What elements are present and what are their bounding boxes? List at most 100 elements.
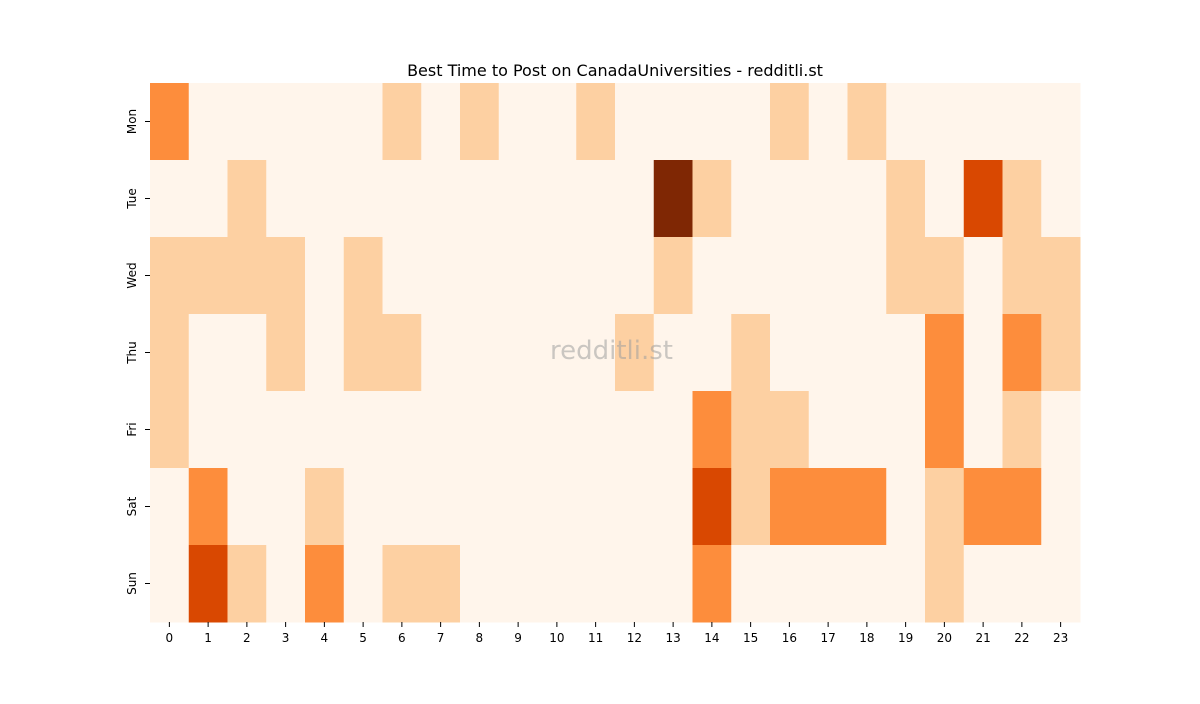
heatmap-cell-wed-21 [963, 237, 1003, 315]
heatmap-cell-thu-23 [1041, 314, 1081, 392]
heatmap-cell-tue-6 [382, 160, 422, 238]
heatmap-cell-sat-19 [886, 468, 926, 546]
heatmap-cell-mon-5 [343, 83, 383, 161]
heatmap-cell-sun-8 [460, 545, 500, 623]
x-tick-label: 23 [1053, 631, 1068, 645]
heatmap-cell-mon-9 [498, 83, 538, 161]
chart-title: Best Time to Post on CanadaUniversities … [407, 61, 823, 80]
heatmap-cell-wed-6 [382, 237, 422, 315]
heatmap-cell-thu-14 [692, 314, 732, 392]
heatmap-cell-tue-11 [576, 160, 616, 238]
heatmap-cell-thu-15 [731, 314, 771, 392]
heatmap-cell-fri-3 [266, 391, 306, 469]
heatmap-cell-sat-5 [343, 468, 383, 546]
y-tick-label: Wed [125, 262, 139, 288]
heatmap-cell-thu-6 [382, 314, 422, 392]
heatmap-cell-wed-12 [615, 237, 655, 315]
heatmap-cell-sat-6 [382, 468, 422, 546]
heatmap-cell-sun-0 [150, 545, 190, 623]
heatmap-cell-wed-20 [925, 237, 965, 315]
heatmap-cell-sun-14 [692, 545, 732, 623]
x-tick-label: 8 [476, 631, 484, 645]
heatmap-cell-sat-1 [188, 468, 228, 546]
heatmap-cell-fri-15 [731, 391, 771, 469]
heatmap-cell-tue-19 [886, 160, 926, 238]
heatmap-cell-tue-7 [421, 160, 461, 238]
heatmap-cell-wed-1 [188, 237, 228, 315]
heatmap-cell-fri-8 [460, 391, 500, 469]
heatmap-cell-tue-15 [731, 160, 771, 238]
y-tick-label: Thu [125, 341, 139, 365]
heatmap-cell-fri-10 [537, 391, 577, 469]
y-tick-label: Sun [125, 572, 139, 595]
heatmap-cell-thu-10 [537, 314, 577, 392]
heatmap-cell-mon-2 [227, 83, 267, 161]
heatmap-cell-sun-10 [537, 545, 577, 623]
heatmap-cell-wed-18 [847, 237, 887, 315]
heatmap-cell-sat-12 [615, 468, 655, 546]
heatmap-cell-sat-20 [925, 468, 965, 546]
heatmap-cell-sun-7 [421, 545, 461, 623]
heatmap-cell-sat-7 [421, 468, 461, 546]
heatmap-cell-fri-19 [886, 391, 926, 469]
heatmap-cell-mon-4 [305, 83, 345, 161]
heatmap-cell-mon-23 [1041, 83, 1081, 161]
heatmap-cell-wed-23 [1041, 237, 1081, 315]
heatmap-cell-tue-13 [653, 160, 693, 238]
heatmap-cell-mon-13 [653, 83, 693, 161]
heatmap-cell-sun-16 [770, 545, 810, 623]
heatmap-cell-thu-12 [615, 314, 655, 392]
heatmap-cell-fri-16 [770, 391, 810, 469]
heatmap-cell-sun-22 [1002, 545, 1042, 623]
heatmap-cell-sat-9 [498, 468, 538, 546]
heatmap-cell-sat-0 [150, 468, 190, 546]
heatmap-cell-mon-17 [808, 83, 848, 161]
heatmap-cell-tue-8 [460, 160, 500, 238]
x-tick-label: 2 [243, 631, 251, 645]
heatmap-cell-tue-1 [188, 160, 228, 238]
heatmap-cell-mon-7 [421, 83, 461, 161]
heatmap-cell-tue-2 [227, 160, 267, 238]
heatmap-cell-wed-8 [460, 237, 500, 315]
heatmap-cell-sun-19 [886, 545, 926, 623]
heatmap-cell-wed-11 [576, 237, 616, 315]
heatmap-cell-wed-16 [770, 237, 810, 315]
heatmap-cell-tue-20 [925, 160, 965, 238]
heatmap-cell-mon-0 [150, 83, 190, 161]
heatmap-cell-sat-8 [460, 468, 500, 546]
heatmap-cell-fri-1 [188, 391, 228, 469]
y-tick-label: Sat [125, 496, 139, 516]
heatmap-cell-thu-2 [227, 314, 267, 392]
heatmap-cell-thu-16 [770, 314, 810, 392]
heatmap-cell-sun-13 [653, 545, 693, 623]
heatmap-cell-tue-0 [150, 160, 190, 238]
x-tick-label: 15 [743, 631, 758, 645]
heatmap-cell-wed-19 [886, 237, 926, 315]
heatmap-cell-mon-22 [1002, 83, 1042, 161]
heatmap-cell-fri-13 [653, 391, 693, 469]
x-tick-label: 3 [282, 631, 290, 645]
heatmap-cell-thu-13 [653, 314, 693, 392]
x-tick-label: 9 [514, 631, 522, 645]
heatmap-cell-sat-4 [305, 468, 345, 546]
heatmap-cell-thu-5 [343, 314, 383, 392]
heatmap-cell-fri-21 [963, 391, 1003, 469]
heatmap-cell-wed-5 [343, 237, 383, 315]
heatmap-cell-fri-0 [150, 391, 190, 469]
heatmap-cell-sat-3 [266, 468, 306, 546]
heatmap-cell-sat-17 [808, 468, 848, 546]
heatmap-cell-tue-22 [1002, 160, 1042, 238]
heatmap-cell-sun-11 [576, 545, 616, 623]
heatmap-cell-sun-23 [1041, 545, 1081, 623]
heatmap-cell-mon-20 [925, 83, 965, 161]
heatmap-cell-fri-14 [692, 391, 732, 469]
heatmap-cell-tue-3 [266, 160, 306, 238]
heatmap-cell-mon-1 [188, 83, 228, 161]
heatmap-cell-mon-6 [382, 83, 422, 161]
heatmap-cell-mon-16 [770, 83, 810, 161]
heatmap-cell-sun-12 [615, 545, 655, 623]
heatmap-cell-mon-14 [692, 83, 732, 161]
heatmap-cell-tue-12 [615, 160, 655, 238]
heatmap-cell-thu-21 [963, 314, 1003, 392]
